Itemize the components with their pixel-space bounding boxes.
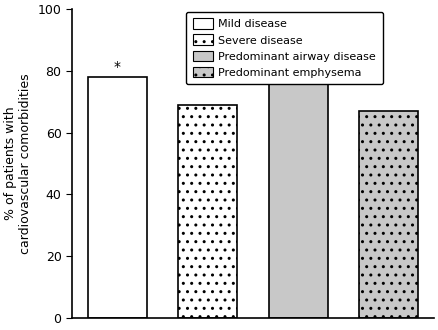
Legend: Mild disease, Severe disease, Predominant airway disease, Predominant emphysema: Mild disease, Severe disease, Predominan…: [186, 12, 383, 84]
Bar: [269, 62, 328, 318]
Bar: [88, 77, 147, 318]
Text: ***: ***: [288, 45, 309, 58]
Text: *: *: [114, 60, 121, 74]
Y-axis label: % of patients with
cardiovascular comorbidities: % of patients with cardiovascular comorb…: [4, 73, 32, 254]
Bar: [178, 105, 237, 318]
Bar: [359, 111, 418, 318]
